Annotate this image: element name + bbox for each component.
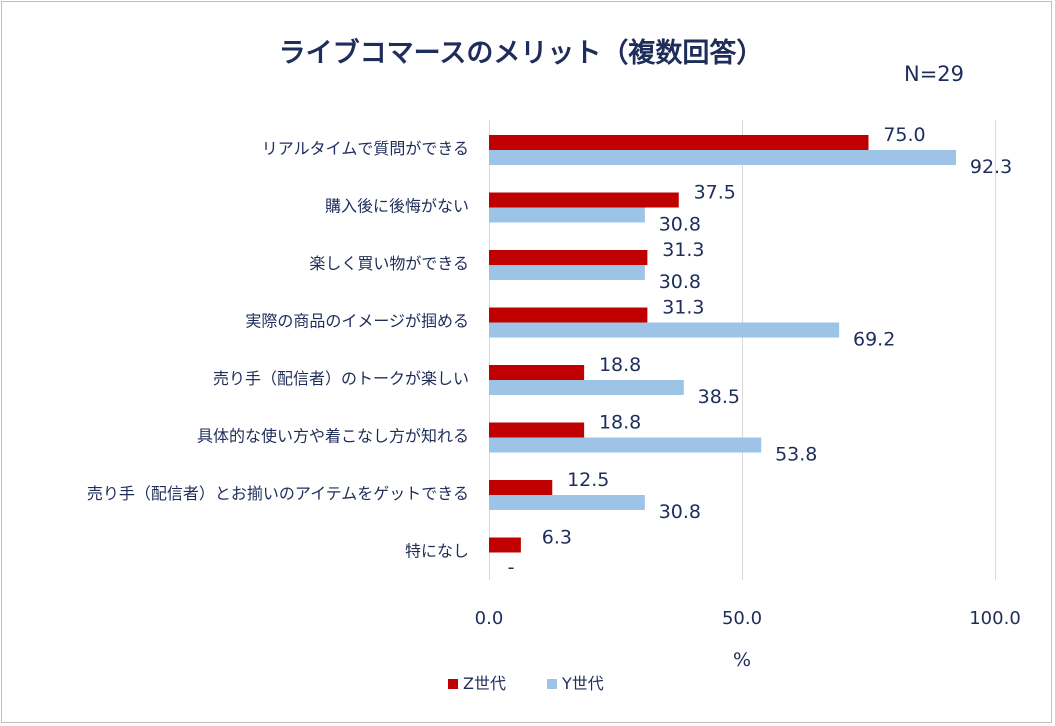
bar-z bbox=[489, 135, 869, 150]
category-label: 売り手（配信者）とお揃いのアイテムをゲットできる bbox=[87, 484, 469, 503]
value-label-y: 30.8 bbox=[659, 271, 701, 293]
category-label: リアルタイムで質問ができる bbox=[262, 139, 469, 158]
x-tick-label: 0.0 bbox=[475, 608, 504, 629]
bar-y bbox=[489, 495, 645, 510]
bar-y bbox=[489, 437, 762, 453]
value-label-y: 30.8 bbox=[659, 501, 701, 523]
sample-size-note: N=29 bbox=[904, 62, 964, 86]
value-label-y: 38.5 bbox=[698, 386, 740, 408]
bar-z bbox=[489, 365, 585, 380]
category-label: 特になし bbox=[405, 542, 469, 561]
category-label: 実際の商品のイメージが掴める bbox=[245, 312, 469, 331]
legend: Z世代 Y世代 bbox=[448, 674, 604, 693]
bar-y bbox=[489, 265, 645, 280]
legend-swatch-z bbox=[448, 679, 458, 689]
value-label-y: 92.3 bbox=[970, 156, 1012, 178]
value-label-y: 53.8 bbox=[775, 444, 817, 466]
category-label: 売り手（配信者）のトークが楽しい bbox=[213, 369, 469, 388]
bar-z bbox=[489, 537, 521, 553]
category-label: 購入後に後悔がない bbox=[325, 197, 469, 216]
value-label-y: - bbox=[508, 557, 515, 579]
category-labels: リアルタイムで質問ができる購入後に後悔がない楽しく買い物ができる実際の商品のイメ… bbox=[87, 139, 469, 561]
value-label-z: 18.8 bbox=[599, 354, 641, 376]
legend-swatch-y bbox=[547, 679, 557, 689]
x-tick-label: 50.0 bbox=[722, 608, 762, 629]
gridlines bbox=[489, 120, 996, 580]
value-label-z: 37.5 bbox=[694, 182, 736, 204]
legend-label-y: Y世代 bbox=[561, 674, 604, 693]
category-label: 具体的な使い方や着こなし方が知れる bbox=[197, 427, 469, 446]
legend-label-z: Z世代 bbox=[463, 674, 506, 693]
bar-z bbox=[489, 422, 585, 438]
bar-y bbox=[489, 150, 957, 165]
value-label-z: 18.8 bbox=[599, 412, 641, 434]
value-labels: 75.0 92.3 37.5 30.8 31.3 30.8 31.3 69.2 18.8 38.5… bbox=[508, 124, 1013, 579]
bar-z bbox=[489, 192, 679, 208]
x-tick-labels: 0.0 50.0 100.0 bbox=[475, 608, 1021, 629]
value-label-y: 30.8 bbox=[659, 214, 701, 236]
x-axis-label: % bbox=[733, 649, 751, 671]
bar-z bbox=[489, 250, 648, 265]
value-label-z: 6.3 bbox=[542, 527, 572, 549]
value-label-z: 31.3 bbox=[662, 239, 704, 261]
value-label-z: 75.0 bbox=[883, 124, 925, 146]
bars bbox=[489, 135, 957, 553]
bar-y bbox=[489, 380, 684, 395]
x-tick-label: 100.0 bbox=[969, 608, 1021, 629]
chart-title: ライブコマースのメリット（複数回答） bbox=[279, 37, 764, 69]
bar-y bbox=[489, 207, 645, 223]
bar-z bbox=[489, 480, 553, 495]
value-label-y: 69.2 bbox=[853, 329, 895, 351]
value-label-z: 31.3 bbox=[662, 297, 704, 319]
bar-y bbox=[489, 322, 840, 338]
category-label: 楽しく買い物ができる bbox=[309, 254, 469, 273]
value-label-z: 12.5 bbox=[567, 469, 609, 491]
bar-z bbox=[489, 307, 648, 323]
